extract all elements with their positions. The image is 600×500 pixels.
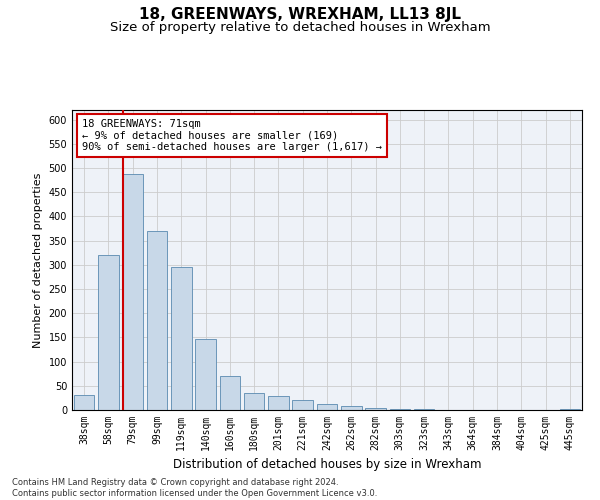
Bar <box>195 339 216 410</box>
X-axis label: Distribution of detached houses by size in Wrexham: Distribution of detached houses by size … <box>173 458 481 471</box>
Bar <box>146 231 167 410</box>
Y-axis label: Number of detached properties: Number of detached properties <box>33 172 43 348</box>
Bar <box>560 408 580 410</box>
Bar <box>317 404 337 410</box>
Text: Contains HM Land Registry data © Crown copyright and database right 2024.
Contai: Contains HM Land Registry data © Crown c… <box>12 478 377 498</box>
Bar <box>171 268 191 410</box>
Bar <box>98 255 119 410</box>
Bar <box>365 408 386 410</box>
Bar <box>292 400 313 410</box>
Text: Size of property relative to detached houses in Wrexham: Size of property relative to detached ho… <box>110 21 490 34</box>
Bar <box>122 174 143 410</box>
Bar <box>268 396 289 410</box>
Bar <box>220 376 240 410</box>
Bar <box>389 408 410 410</box>
Bar <box>414 409 434 410</box>
Text: 18 GREENWAYS: 71sqm
← 9% of detached houses are smaller (169)
90% of semi-detach: 18 GREENWAYS: 71sqm ← 9% of detached hou… <box>82 119 382 152</box>
Bar <box>244 393 265 410</box>
Text: 18, GREENWAYS, WREXHAM, LL13 8JL: 18, GREENWAYS, WREXHAM, LL13 8JL <box>139 8 461 22</box>
Bar <box>341 406 362 410</box>
Bar <box>74 394 94 410</box>
